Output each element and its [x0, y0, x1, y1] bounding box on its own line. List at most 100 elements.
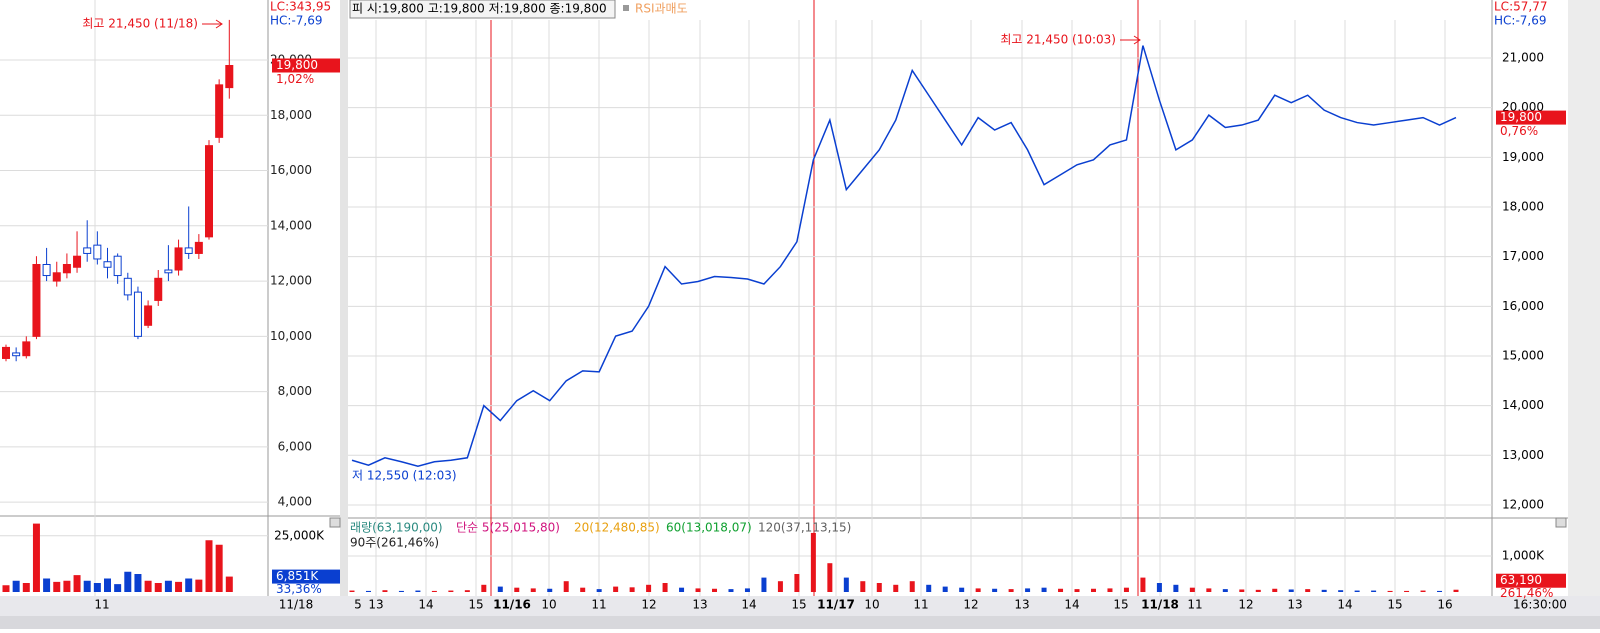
- candle-body: [52, 272, 61, 282]
- candle-body: [205, 145, 213, 238]
- volume-bar: [942, 586, 948, 592]
- volume-change-label: 261,46%: [1500, 586, 1553, 600]
- x-tick-label: 15: [791, 598, 806, 612]
- volume-legend: 90주(261,46%): [350, 536, 439, 550]
- volume-bar: [134, 574, 142, 592]
- x-tick-label: 14: [1064, 598, 1079, 612]
- panel-button[interactable]: [1555, 517, 1567, 528]
- x-tick-label: 13: [692, 598, 707, 612]
- volume-bar: [1025, 588, 1031, 592]
- volume-bar: [464, 590, 470, 592]
- volume-bar: [744, 588, 750, 592]
- volume-bar: [810, 532, 816, 592]
- volume-bar: [43, 578, 51, 592]
- candle-body: [42, 263, 51, 277]
- panel-button[interactable]: [329, 517, 341, 528]
- volume-bar: [662, 583, 668, 592]
- volume-bar: [185, 578, 193, 592]
- x-tick-label: 10: [864, 598, 879, 612]
- volume-bar: [1156, 583, 1162, 592]
- y-tick-label: 6,000: [278, 439, 312, 453]
- volume-legend: 60(13,018,07): [666, 521, 752, 535]
- volume-bar: [1041, 587, 1047, 592]
- volume-bar: [382, 590, 388, 592]
- x-tick-label: 13: [1014, 598, 1029, 612]
- x-tick-label: 13: [1287, 598, 1302, 612]
- candle-body: [184, 247, 193, 254]
- volume-bar: [398, 590, 404, 592]
- high-annotation: 최고 21,450 (10:03): [1000, 33, 1116, 47]
- volume-bar: [215, 544, 223, 592]
- y-tick-label: 4,000: [278, 495, 312, 509]
- candle-body: [103, 261, 112, 268]
- volume-legend: 20(12,480,85): [574, 521, 660, 535]
- volume-bar: [777, 581, 783, 592]
- volume-bar: [114, 584, 122, 592]
- x-tick-label: 15: [1113, 598, 1128, 612]
- candle-body: [83, 247, 92, 254]
- volume-bar: [514, 587, 520, 592]
- splitter[interactable]: [340, 0, 348, 616]
- y-tick-label: 19,000: [1502, 150, 1544, 164]
- y-tick-label: 16,000: [1502, 299, 1544, 313]
- y-tick-label: 12,000: [270, 274, 312, 288]
- annotation-arrow: [1120, 35, 1141, 45]
- change-label: 0,76%: [1500, 124, 1538, 138]
- chart-layer: 4,000 6,000 8,000 10,000 12,000 14,000 16,000 1…: [0, 0, 1567, 612]
- volume-bar: [497, 586, 503, 592]
- volume-bar: [431, 590, 437, 592]
- volume-bar: [1140, 577, 1146, 592]
- volume-bar: [547, 588, 553, 592]
- scroll-area[interactable]: [1568, 0, 1600, 616]
- volume-bar: [596, 589, 602, 592]
- volume-bar: [349, 590, 355, 592]
- y-tick-label: 1,000K: [1502, 549, 1545, 563]
- volume-bar: [1288, 589, 1294, 592]
- x-tick-label: 12: [963, 598, 978, 612]
- candle-body: [2, 346, 10, 359]
- candle-body: [164, 269, 173, 274]
- volume-bar: [1008, 589, 1014, 592]
- volume-bar: [164, 580, 172, 592]
- last-price-label: 19,800: [276, 58, 318, 72]
- volume-bar: [1437, 590, 1443, 592]
- y-tick-label: 21,000: [1502, 50, 1544, 64]
- volume-bar: [1420, 590, 1426, 592]
- volume-bar: [104, 578, 111, 592]
- volume-bar: [563, 581, 569, 592]
- candle-body: [174, 247, 183, 271]
- volume-bar: [12, 580, 20, 592]
- last-price-box: [1496, 110, 1566, 125]
- candle-body: [215, 84, 224, 138]
- volume-bar: [1107, 588, 1113, 592]
- y-tick-label: 10,000: [270, 329, 312, 343]
- volume-bar: [1090, 588, 1096, 592]
- last-volume-box: [1496, 573, 1566, 588]
- candle-body: [62, 263, 71, 274]
- volume-bar: [1206, 588, 1212, 592]
- volume-bar: [1255, 589, 1261, 592]
- candle-body: [144, 305, 153, 326]
- volume-bar: [530, 588, 536, 592]
- volume-change-label: 33,36%: [276, 582, 322, 596]
- volume-bar: [959, 587, 965, 592]
- volume-bar: [629, 587, 635, 592]
- annotation-arrow: [202, 19, 223, 29]
- volume-bar: [2, 585, 10, 592]
- volume-bar: [1123, 587, 1129, 592]
- candle-body: [22, 341, 31, 357]
- candle-body: [73, 255, 82, 268]
- lc-label: LC:57,77: [1494, 0, 1547, 14]
- y-tick-label: 25,000K: [274, 528, 325, 542]
- volume-bar: [761, 577, 767, 592]
- volume-legend: 래량(63,190,00): [350, 521, 443, 535]
- status-bar: [0, 616, 1600, 629]
- volume-bar: [580, 587, 586, 592]
- low-annotation: 저 12,550 (12:03): [352, 469, 457, 483]
- x-tick-label: 10: [541, 598, 556, 612]
- y-tick-label: 15,000: [1502, 348, 1544, 362]
- volume-bar: [154, 583, 162, 592]
